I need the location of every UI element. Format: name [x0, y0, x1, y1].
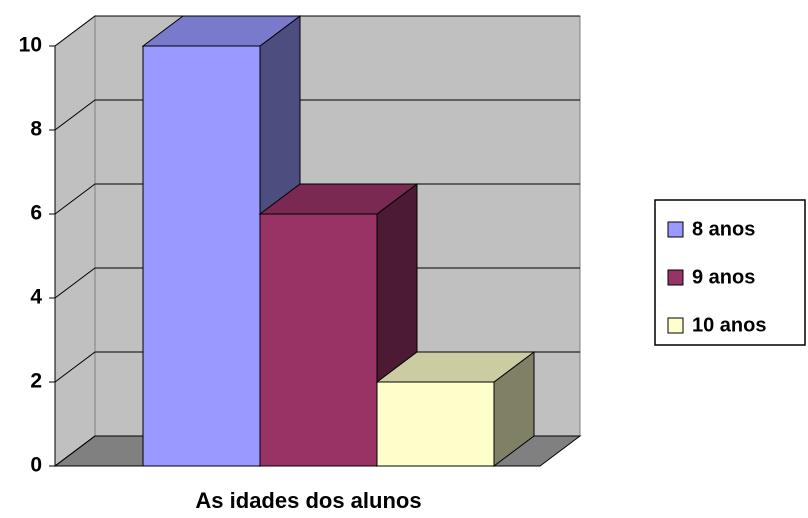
- grid-line: [54, 267, 580, 299]
- grid-line: [54, 15, 580, 47]
- legend-label: 9 anos: [692, 266, 755, 288]
- y-tick-label: 8: [30, 118, 42, 141]
- legend-swatch: [667, 269, 684, 286]
- legend-label: 8 anos: [692, 218, 755, 240]
- y-tick-label: 0: [30, 454, 42, 477]
- legend-swatch: [667, 317, 684, 334]
- y-tick-label: 10: [19, 34, 42, 57]
- y-tick-label: 6: [30, 202, 42, 225]
- legend-swatch: [667, 221, 684, 238]
- y-tick-label: 2: [30, 370, 42, 393]
- y-tick-label: 4: [30, 286, 42, 309]
- grid-line: [54, 183, 580, 215]
- grid-line: [54, 99, 580, 131]
- side-wall: [54, 15, 96, 467]
- legend-label: 10 anos: [692, 314, 766, 336]
- x-axis-label: As idades dos alunos: [195, 488, 421, 513]
- bar: [259, 213, 378, 467]
- bar: [142, 45, 261, 467]
- bar: [376, 381, 495, 467]
